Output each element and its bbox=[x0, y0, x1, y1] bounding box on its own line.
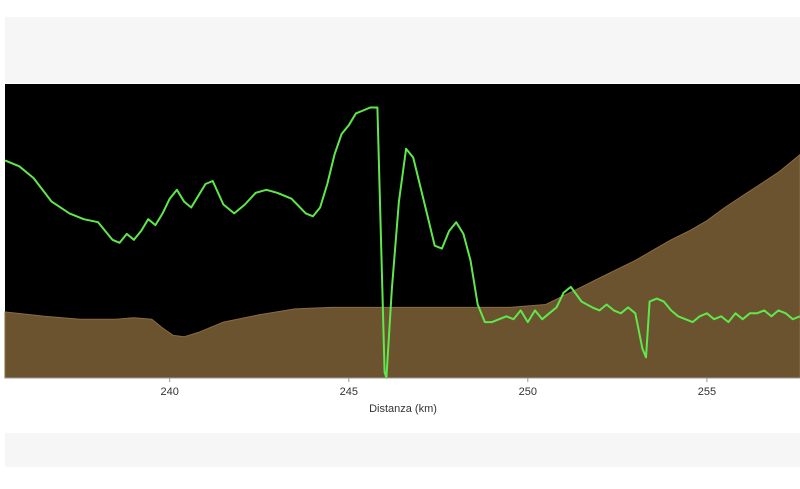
top-margin-band bbox=[5, 17, 800, 83]
terrain-area bbox=[4, 153, 800, 379]
line-layer bbox=[4, 106, 800, 379]
x-axis-label: Distanza (km) bbox=[369, 403, 437, 415]
terrain-layer bbox=[4, 153, 800, 379]
x-tick-label: 255 bbox=[698, 386, 716, 398]
series-line bbox=[4, 106, 800, 379]
x-tick-label: 240 bbox=[161, 386, 179, 398]
bottom-margin-band bbox=[5, 433, 800, 467]
x-tick-label: 245 bbox=[340, 386, 358, 398]
x-ticks: 240 245 250 255 bbox=[161, 378, 716, 398]
x-tick-label: 250 bbox=[519, 386, 537, 398]
